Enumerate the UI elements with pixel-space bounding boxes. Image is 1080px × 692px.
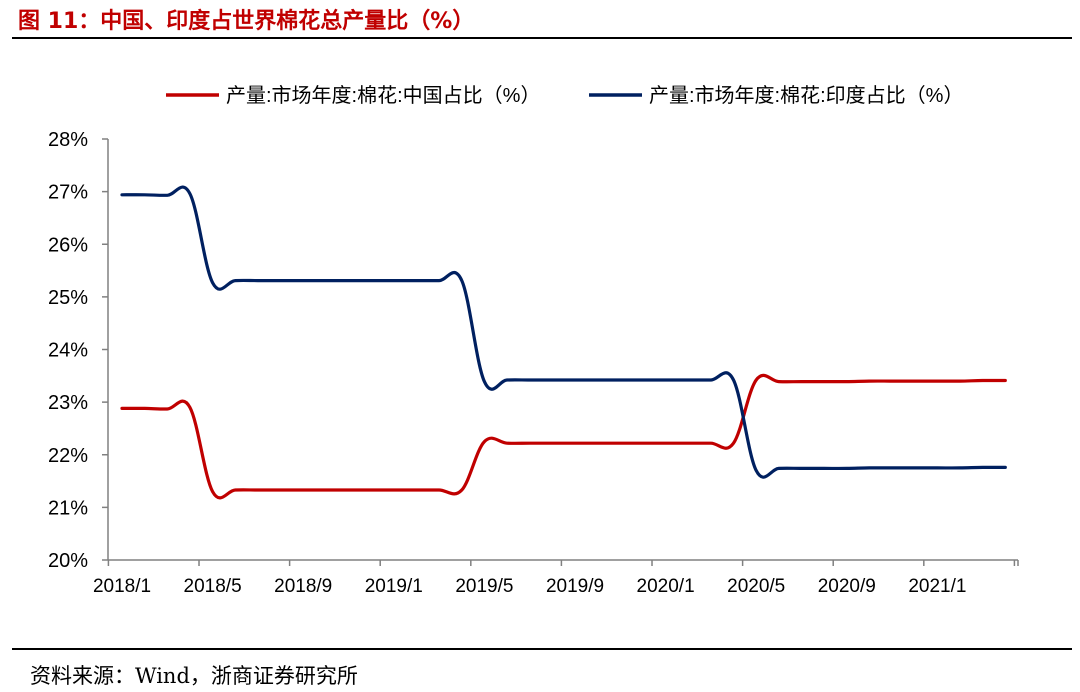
y-tick-label: 26% <box>48 234 88 256</box>
bottom-rule <box>12 648 1072 650</box>
y-tick-label: 22% <box>48 445 88 467</box>
india-share-line <box>120 185 1007 479</box>
x-tick-label: 2020/9 <box>818 576 876 597</box>
y-tick-label: 24% <box>48 340 88 362</box>
y-tick-label: 21% <box>48 497 88 519</box>
line-chart: 产量:市场年度:棉花:中国占比（%） 产量:市场年度:棉花:印度占比（%） 20%… <box>48 84 1019 597</box>
series-lines <box>120 185 1007 500</box>
x-tick-label: 2019/9 <box>546 576 604 597</box>
x-tick-label: 2018/5 <box>184 576 242 597</box>
legend-india-label: 产量:市场年度:棉花:印度占比（%） <box>649 84 963 107</box>
x-tick-label: 2020/5 <box>727 576 785 597</box>
y-tick-label: 28% <box>48 129 88 151</box>
x-tick-label: 2021/1 <box>908 576 966 597</box>
source-note: 资料来源：Wind，浙商证券研究所 <box>30 664 358 688</box>
x-tick-label: 2020/1 <box>637 576 695 597</box>
top-rule <box>12 37 1072 39</box>
china-share-line <box>120 373 1007 500</box>
y-tick-label: 25% <box>48 287 88 309</box>
axes: 20% 21% 22% 23% 24% 25% 26% 27% 28% 2018/1 2018/5 2… <box>48 129 1019 597</box>
x-tick-label: 2018/9 <box>274 576 332 597</box>
legend-china-label: 产量:市场年度:棉花:中国占比（%） <box>226 84 540 107</box>
y-tick-label: 23% <box>48 392 88 414</box>
x-tick-label: 2019/1 <box>365 576 423 597</box>
x-tick-label: 2018/1 <box>93 576 151 597</box>
x-tick-label: 2019/5 <box>455 576 513 597</box>
y-tick-label: 27% <box>48 182 88 204</box>
legend: 产量:市场年度:棉花:中国占比（%） 产量:市场年度:棉花:印度占比（%） <box>166 84 963 107</box>
y-tick-label: 20% <box>48 550 88 572</box>
figure-title: 图 11：中国、印度占世界棉花总产量比（%） <box>18 9 475 34</box>
